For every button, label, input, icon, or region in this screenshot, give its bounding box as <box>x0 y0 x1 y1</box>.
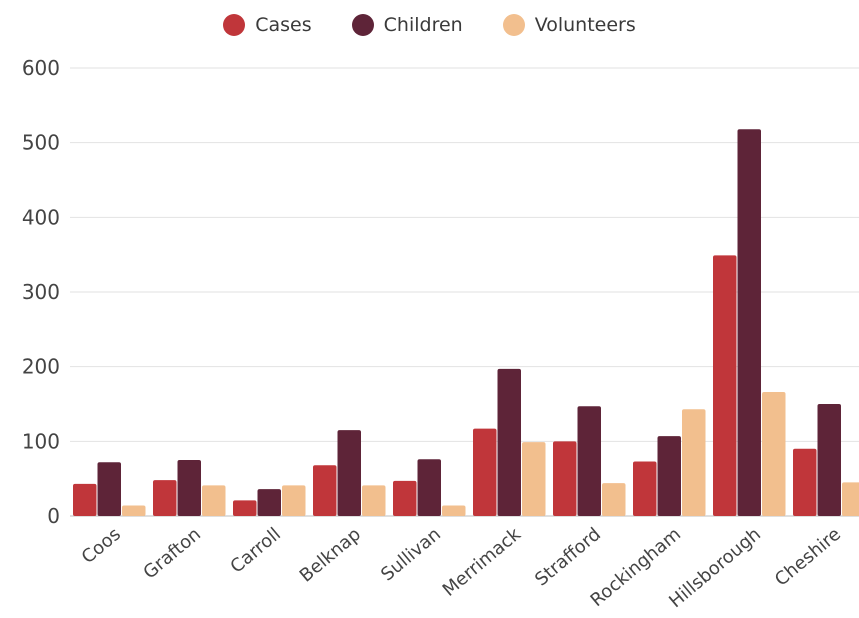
bar-volunteers-merrimack[interactable] <box>522 442 546 516</box>
bar-cases-rockingham[interactable] <box>633 461 657 516</box>
y-tick-label: 100 <box>22 429 60 453</box>
y-tick-label: 0 <box>47 504 60 528</box>
bar-cases-cheshire[interactable] <box>793 448 817 516</box>
y-tick-label: 500 <box>22 131 60 155</box>
bar-children-carroll[interactable] <box>257 489 282 516</box>
x-tick-label: Grafton <box>139 524 205 584</box>
x-tick-label: Merrimack <box>439 523 526 601</box>
bars <box>73 129 859 516</box>
bar-cases-carroll[interactable] <box>233 500 257 516</box>
legend-label-cases: Cases <box>255 14 312 36</box>
bar-volunteers-strafford[interactable] <box>602 483 626 516</box>
y-tick-label: 200 <box>22 355 60 379</box>
legend: Cases Children Volunteers <box>0 14 859 36</box>
y-tick-label: 600 <box>22 56 60 80</box>
bar-cases-grafton[interactable] <box>153 480 177 516</box>
x-tick-label: Coos <box>78 524 125 568</box>
bar-children-cheshire[interactable] <box>817 404 842 516</box>
legend-swatch-children <box>351 14 374 36</box>
x-tick-label: Strafford <box>531 524 605 591</box>
legend-item-cases[interactable]: Cases <box>223 14 312 36</box>
bar-children-strafford[interactable] <box>577 406 602 516</box>
legend-swatch-volunteers <box>502 14 525 36</box>
legend-label-volunteers: Volunteers <box>534 14 636 36</box>
bar-volunteers-grafton[interactable] <box>202 485 226 516</box>
legend-swatch-cases <box>223 14 246 36</box>
bar-volunteers-cheshire[interactable] <box>842 482 859 516</box>
bar-cases-strafford[interactable] <box>553 441 577 516</box>
x-tick-label: Sullivan <box>377 524 445 586</box>
bar-children-hillsborough[interactable] <box>737 129 762 516</box>
y-tick-label: 400 <box>22 205 60 229</box>
x-tick-label: Carroll <box>226 524 284 578</box>
legend-item-volunteers[interactable]: Volunteers <box>502 14 636 36</box>
bar-children-rockingham[interactable] <box>657 436 682 516</box>
bar-children-sullivan[interactable] <box>417 459 442 516</box>
bar-volunteers-rockingham[interactable] <box>682 409 706 516</box>
bar-volunteers-carroll[interactable] <box>282 485 306 516</box>
legend-item-children[interactable]: Children <box>351 14 463 36</box>
bar-children-grafton[interactable] <box>177 460 202 516</box>
x-tick-label: Cheshire <box>771 524 845 591</box>
bar-volunteers-hillsborough[interactable] <box>762 392 786 516</box>
y-axis-ticks: 0 100 200 300 400 500 600 <box>22 56 60 528</box>
bar-children-coos[interactable] <box>97 462 122 516</box>
bar-volunteers-sullivan[interactable] <box>442 505 466 516</box>
bar-cases-coos[interactable] <box>73 483 97 516</box>
bar-volunteers-coos[interactable] <box>122 505 146 516</box>
bar-cases-belknap[interactable] <box>313 465 337 516</box>
bar-cases-hillsborough[interactable] <box>713 255 737 516</box>
y-tick-label: 300 <box>22 280 60 304</box>
x-tick-label: Belknap <box>296 524 365 587</box>
bar-cases-merrimack[interactable] <box>473 428 497 516</box>
bar-volunteers-belknap[interactable] <box>362 485 386 516</box>
bar-children-merrimack[interactable] <box>497 368 522 516</box>
bar-children-belknap[interactable] <box>337 430 362 516</box>
bar-cases-sullivan[interactable] <box>393 480 417 516</box>
legend-label-children: Children <box>383 14 463 36</box>
x-axis-ticks: Coos Grafton Carroll Belknap SullivanMerrima… <box>78 523 845 612</box>
